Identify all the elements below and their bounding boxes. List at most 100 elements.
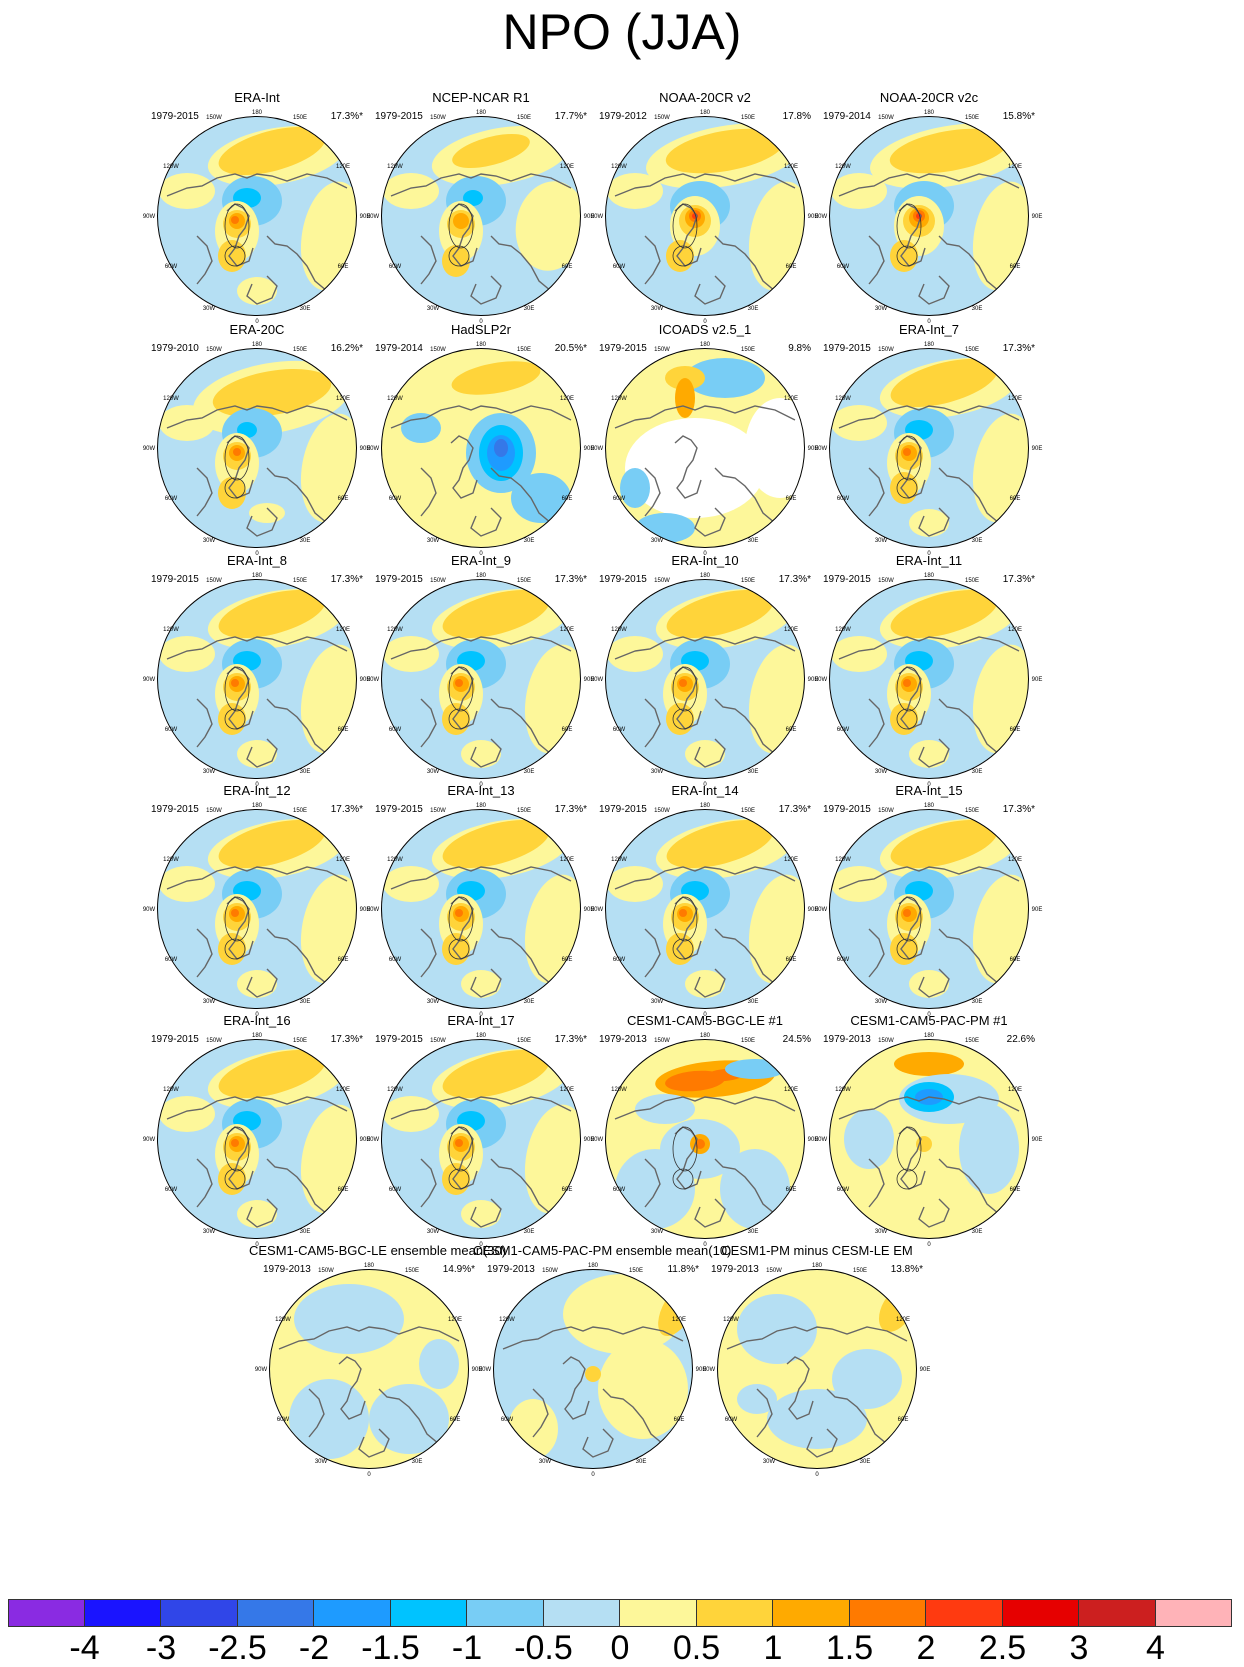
figure-title: NPO (JJA)	[502, 4, 742, 60]
longitude-label: 90E	[696, 1367, 707, 1373]
longitude-label: 90W	[143, 446, 156, 452]
panel-title: HadSLP2r	[451, 322, 511, 337]
longitude-label: 180	[364, 1263, 375, 1269]
anomaly-shading	[158, 349, 356, 547]
panel-title: ERA-Int	[234, 90, 280, 105]
longitude-label: 90W	[367, 1137, 380, 1143]
panel-years: 1979-2012	[599, 111, 647, 122]
anomaly-shading	[382, 810, 580, 1008]
map-panel: HadSLP2r 1979-2014 20.5%* 180 150W 150E 120W 12…	[361, 322, 601, 556]
longitude-label: 60E	[786, 264, 797, 270]
longitude-label: 0	[703, 1242, 707, 1247]
contour-lines	[224, 203, 250, 267]
longitude-label: 180	[252, 342, 263, 348]
longitude-label: 120E	[672, 1317, 686, 1323]
longitude-label: 30E	[748, 999, 759, 1005]
longitude-label: 150W	[654, 578, 670, 584]
longitude-label: 60E	[338, 264, 349, 270]
longitude-label: 90E	[584, 446, 595, 452]
longitude-label: 90W	[591, 446, 604, 452]
longitude-label: 150W	[206, 115, 222, 121]
anomaly-shading	[606, 580, 804, 778]
panel-years: 1979-2015	[375, 1034, 423, 1045]
longitude-label: 150E	[293, 1038, 307, 1044]
longitude-label: 90E	[1032, 214, 1043, 220]
longitude-label: 120E	[560, 164, 574, 170]
polar-map: 180 150W 150E 120W 120E 90W 90E 60W 60E 30W 30E 0	[143, 1033, 371, 1247]
longitude-label: 0	[479, 1242, 483, 1247]
panel-years: 1979-2015	[599, 804, 647, 815]
anomaly-shading	[606, 349, 804, 547]
longitude-label: 150E	[965, 347, 979, 353]
longitude-label: 90E	[584, 214, 595, 220]
longitude-label: 0	[255, 1242, 259, 1247]
panel-variance-percent: 17.3%*	[1002, 574, 1035, 585]
panel-title: ERA-Int_10	[671, 553, 739, 568]
longitude-label: 90E	[1032, 446, 1043, 452]
colorbar-tick-label: 2	[916, 1629, 936, 1667]
longitude-label: 30W	[875, 769, 888, 775]
longitude-label: 120E	[336, 857, 350, 863]
longitude-label: 120E	[336, 627, 350, 633]
longitude-label: 60W	[277, 1417, 290, 1423]
polar-map: 180 150W 150E 120W 120E 90W 90E 60W 60E 30W 30E 0	[367, 342, 595, 556]
longitude-label: 180	[700, 342, 711, 348]
longitude-label: 30E	[748, 306, 759, 312]
polar-map: 180 150W 150E 120W 120E 90W 90E 60W 60E 30W 30E 0	[143, 342, 371, 556]
longitude-label: 30E	[300, 1229, 311, 1235]
longitude-label: 90W	[815, 907, 828, 913]
contour-lines	[448, 666, 474, 730]
panel-title: ERA-Int_16	[223, 1013, 291, 1028]
longitude-label: 120E	[560, 857, 574, 863]
polar-map: 180 150W 150E 120W 120E 90W 90E 60W 60E 30W 30E 0	[143, 110, 371, 324]
longitude-label: 0	[591, 1472, 595, 1477]
panel-years: 1979-2015	[151, 111, 199, 122]
longitude-label: 150W	[542, 1268, 558, 1274]
anomaly-shading	[158, 810, 356, 1008]
panel-years: 1979-2013	[599, 1034, 647, 1045]
longitude-label: 90W	[815, 1137, 828, 1143]
longitude-label: 60W	[613, 264, 626, 270]
longitude-label: 90W	[591, 214, 604, 220]
panel-variance-percent: 17.3%*	[330, 574, 363, 585]
longitude-label: 0	[703, 1012, 707, 1017]
longitude-label: 90E	[1032, 1137, 1043, 1143]
longitude-label: 60W	[389, 957, 402, 963]
longitude-label: 150W	[878, 578, 894, 584]
panel-years: 1979-2014	[375, 343, 423, 354]
longitude-label: 0	[479, 319, 483, 324]
longitude-label: 30W	[651, 769, 664, 775]
longitude-label: 0	[927, 319, 931, 324]
longitude-label: 90W	[591, 907, 604, 913]
panel-years: 1979-2015	[151, 574, 199, 585]
map-panel: ERA-Int_8 1979-2015 17.3%* 180 150W 150E 120W 1…	[137, 553, 377, 787]
polar-map: 180 150W 150E 120W 120E 90W 90E 60W 60E 30W 30E 0	[815, 573, 1043, 787]
panel-title: ERA-Int_12	[223, 783, 291, 798]
contour-lines	[224, 435, 250, 499]
panel-title: ERA-Int_15	[895, 783, 963, 798]
anomaly-shading	[830, 580, 1028, 778]
polar-map: 180 150W 150E 120W 120E 90W 90E 60W 60E 30W 30E 0	[367, 573, 595, 787]
longitude-label: 90E	[1032, 677, 1043, 683]
contour-lines	[896, 203, 922, 267]
panel-title: CESM1-CAM5-BGC-LE #1	[626, 1013, 784, 1028]
panel-title: ERA-Int_8	[227, 553, 287, 568]
longitude-label: 180	[924, 803, 935, 809]
longitude-label: 180	[476, 803, 487, 809]
polar-map: 180 150W 150E 120W 120E 90W 90E 60W 60E 30W 30E 0	[815, 342, 1043, 556]
longitude-label: 90W	[815, 446, 828, 452]
panel-years: 1979-2015	[823, 574, 871, 585]
longitude-label: 150E	[517, 808, 531, 814]
map-panel: ERA-20C 1979-2010 16.2%* 180 150W 150E 120W 120…	[137, 322, 377, 556]
panel-variance-percent: 17.3%*	[330, 1034, 363, 1045]
longitude-label: 90E	[808, 214, 819, 220]
anomaly-shading	[494, 1270, 692, 1468]
longitude-label: 120W	[163, 396, 179, 402]
longitude-label: 120W	[611, 396, 627, 402]
contour-lines	[672, 203, 698, 267]
longitude-label: 90W	[143, 214, 156, 220]
colorbar-segment	[849, 1599, 926, 1627]
colorbar-segment	[926, 1599, 1003, 1627]
longitude-label: 60E	[786, 957, 797, 963]
panel-years: 1979-2015	[375, 111, 423, 122]
